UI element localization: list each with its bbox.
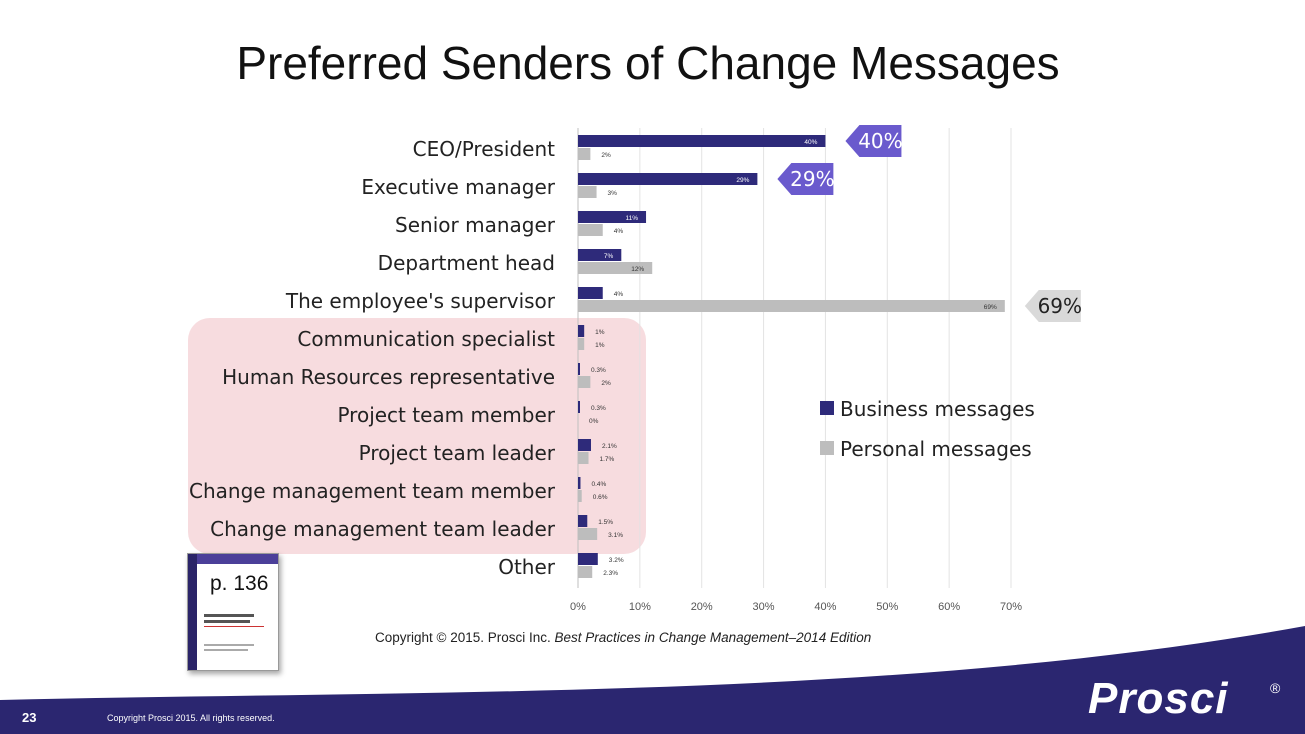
category-label-change-management-team-member: Change management team member <box>189 479 556 503</box>
x-tick-label: 60% <box>938 601 960 613</box>
category-label-ceo-president: CEO/President <box>413 137 556 161</box>
callout-arrow <box>1024 290 1081 322</box>
callout-label: 40% <box>858 129 902 153</box>
data-label-personal-messages-communication-specialist: 1% <box>595 342 605 349</box>
callout-label: 69% <box>1038 294 1082 318</box>
data-label-personal-messages-change-management-team-member: 0.6% <box>593 494 608 501</box>
legend-swatch-business-messages <box>820 401 834 415</box>
bar-personal-messages-the-employee-s-supervisor <box>578 300 1005 312</box>
bar-personal-messages-communication-specialist <box>578 338 585 350</box>
callout-arrow <box>777 163 834 195</box>
data-label-business-messages-senior-manager: 11% <box>626 215 639 222</box>
data-label-business-messages-project-team-member: 0.3% <box>591 405 606 412</box>
data-label-business-messages-ceo-president: 40% <box>804 139 817 146</box>
bar-personal-messages-project-team-leader <box>578 452 589 464</box>
data-label-personal-messages-other: 2.3% <box>603 570 618 577</box>
data-label-personal-messages-change-management-team-leader: 3.1% <box>608 532 623 539</box>
legend-swatch-personal-messages <box>820 441 834 455</box>
category-label-executive-manager: Executive manager <box>361 175 555 199</box>
highlight-box <box>188 318 646 554</box>
bar-business-messages-department-head <box>578 249 622 261</box>
x-tick-label: 30% <box>753 601 775 613</box>
x-tick-label: 70% <box>1000 601 1022 613</box>
data-label-business-messages-change-management-team-member: 0.4% <box>591 481 606 488</box>
x-tick-label: 40% <box>814 601 836 613</box>
data-label-business-messages-change-management-team-leader: 1.5% <box>598 519 613 526</box>
slide-number: 23 <box>22 710 37 725</box>
bar-personal-messages-senior-manager <box>578 224 603 236</box>
category-label-project-team-member: Project team member <box>337 403 555 427</box>
category-label-other: Other <box>498 555 556 579</box>
data-label-business-messages-other: 3.2% <box>609 557 624 564</box>
bar-personal-messages-change-management-team-member <box>578 490 582 502</box>
bar-business-messages-other <box>578 553 598 565</box>
bar-personal-messages-other <box>578 566 593 578</box>
registered-mark: ® <box>1270 680 1281 696</box>
data-label-business-messages-department-head: 7% <box>604 253 614 260</box>
category-label-change-management-team-leader: Change management team leader <box>210 517 556 541</box>
data-label-personal-messages-human-resources-representative: 2% <box>601 380 611 387</box>
book-page-reference: p. 136 <box>206 572 273 596</box>
callout-label: 29% <box>790 167 834 191</box>
footer-copyright: Copyright Prosci 2015. All rights reserv… <box>107 713 275 723</box>
bar-business-messages-ceo-president <box>578 135 826 147</box>
slide-title: Preferred Senders of Change Messages <box>236 37 1060 89</box>
bar-business-messages-human-resources-representative <box>578 363 580 375</box>
bar-personal-messages-change-management-team-leader <box>578 528 598 540</box>
x-tick-label: 10% <box>629 601 651 613</box>
data-label-business-messages-the-employee-s-supervisor: 4% <box>614 291 624 298</box>
source-prefix: Copyright © 2015. Prosci Inc. <box>375 630 555 645</box>
data-label-personal-messages-project-team-leader: 1.7% <box>600 456 615 463</box>
bar-business-messages-the-employee-s-supervisor <box>578 287 603 299</box>
category-label-project-team-leader: Project team leader <box>359 441 556 465</box>
category-label-the-employee-s-supervisor: The employee's supervisor <box>285 289 556 313</box>
source-title: Best Practices in Change Management–2014… <box>554 630 872 645</box>
bar-business-messages-senior-manager <box>578 211 647 223</box>
bar-business-messages-communication-specialist <box>578 325 585 337</box>
bar-personal-messages-human-resources-representative <box>578 376 591 388</box>
category-label-human-resources-representative: Human Resources representative <box>222 365 555 389</box>
data-label-business-messages-communication-specialist: 1% <box>595 329 605 336</box>
data-label-personal-messages-executive-manager: 3% <box>608 190 618 197</box>
bar-business-messages-project-team-leader <box>578 439 591 451</box>
data-label-personal-messages-department-head: 12% <box>631 266 644 273</box>
bar-business-messages-change-management-team-member <box>578 477 581 489</box>
category-label-department-head: Department head <box>378 251 555 275</box>
legend-label-personal-messages: Personal messages <box>840 437 1032 461</box>
source-citation: Copyright © 2015. Prosci Inc. Best Pract… <box>375 630 871 645</box>
x-tick-label: 0% <box>570 601 586 613</box>
category-label-communication-specialist: Communication specialist <box>297 327 555 351</box>
x-tick-label: 20% <box>691 601 713 613</box>
prosci-logo: Prosci <box>1088 674 1229 723</box>
data-label-business-messages-human-resources-representative: 0.3% <box>591 367 606 374</box>
bar-personal-messages-department-head <box>578 262 653 274</box>
data-label-business-messages-executive-manager: 29% <box>736 177 749 184</box>
legend-label-business-messages: Business messages <box>840 397 1035 421</box>
bar-business-messages-change-management-team-leader <box>578 515 588 527</box>
data-label-personal-messages-senior-manager: 4% <box>614 228 624 235</box>
x-tick-label: 50% <box>876 601 898 613</box>
bar-personal-messages-ceo-president <box>578 148 591 160</box>
data-label-personal-messages-project-team-member: 0% <box>589 418 599 425</box>
data-label-personal-messages-the-employee-s-supervisor: 69% <box>984 304 997 311</box>
data-label-business-messages-project-team-leader: 2.1% <box>602 443 617 450</box>
callout-arrow <box>845 125 902 157</box>
bar-business-messages-project-team-member <box>578 401 580 413</box>
bar-business-messages-executive-manager <box>578 173 758 185</box>
bar-personal-messages-executive-manager <box>578 186 597 198</box>
data-label-personal-messages-ceo-president: 2% <box>601 152 611 159</box>
category-label-senior-manager: Senior manager <box>395 213 556 237</box>
